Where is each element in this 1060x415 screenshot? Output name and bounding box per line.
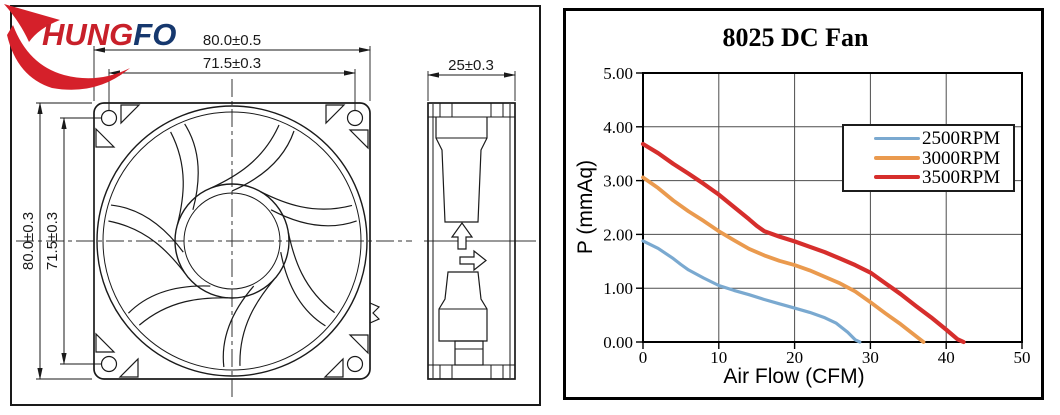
y-axis-label: P (mmAq) [574,160,597,254]
dimension-lines [37,47,516,380]
legend-label: 3000RPM [922,147,1001,169]
dim-height-outer: 80.0±0.3 [20,212,37,270]
x-tick-label: 10 [710,348,727,367]
series-line-3500RPM [640,141,966,345]
legend-label: 3500RPM [922,166,1001,188]
y-tick-label: 1.00 [603,279,633,298]
fan-side-view [427,102,516,380]
chart-panel: 8025 DC Fan P (mmAq) Air Flow (CFM) 0 10 2… [563,8,1044,400]
fan-front-view [93,102,381,380]
legend-item-2500RPM: 2500RPM [874,129,1009,148]
y-tick-label: 5.00 [603,64,633,83]
wire-notch [369,302,381,324]
x-axis-label: Air Flow (CFM) [723,365,864,388]
x-tick-label: 30 [862,348,879,367]
legend-label: 2500RPM [922,128,1001,150]
legend-item-3000RPM: 3000RPM [874,149,1009,168]
dim-width-outer: 80.0±0.5 [203,32,261,49]
legend-line-sample [874,156,920,160]
mounting-hole-corner [95,104,141,148]
y-tick-label: 2.00 [603,225,633,244]
performance-chart: P (mmAq) Air Flow (CFM) 0 10 20 30 40 50 0.00 1… [574,64,1031,388]
dim-depth: 25±0.3 [448,57,494,74]
dim-hole-pitch-h: 71.5±0.3 [203,55,261,72]
fan-technical-drawing: 80.0±0.5 71.5±0.3 80.0±0.3 71.5±0.3 25±0… [16,32,536,399]
airflow-arrow-icon [450,221,474,250]
legend-item-3500RPM: 3500RPM [874,168,1009,187]
y-tick-label: 0.00 [603,333,633,352]
x-tick-label: 20 [786,348,803,367]
y-tick-label: 3.00 [603,172,633,191]
legend-line-sample [874,137,920,141]
x-tick-label: 0 [639,348,648,367]
dim-hole-pitch-v: 71.5±0.3 [44,212,61,270]
series-line-3000RPM [641,175,926,344]
rotation-arrow-icon [459,249,487,272]
centerlines [16,79,536,399]
drawing-panel: HUNGFO [4,4,541,406]
legend-line-sample [874,175,920,180]
x-tick-label: 50 [1014,348,1031,367]
y-tick-label: 4.00 [603,118,633,137]
chart-title: 8025 DC Fan [722,23,869,52]
plot-border [642,72,1023,343]
chart-legend: 2500RPM 3000RPM 3500RPM [842,124,1015,192]
x-tick-label: 40 [938,348,955,367]
series-line-2500RPM [641,239,862,344]
fan-blades [108,123,357,368]
